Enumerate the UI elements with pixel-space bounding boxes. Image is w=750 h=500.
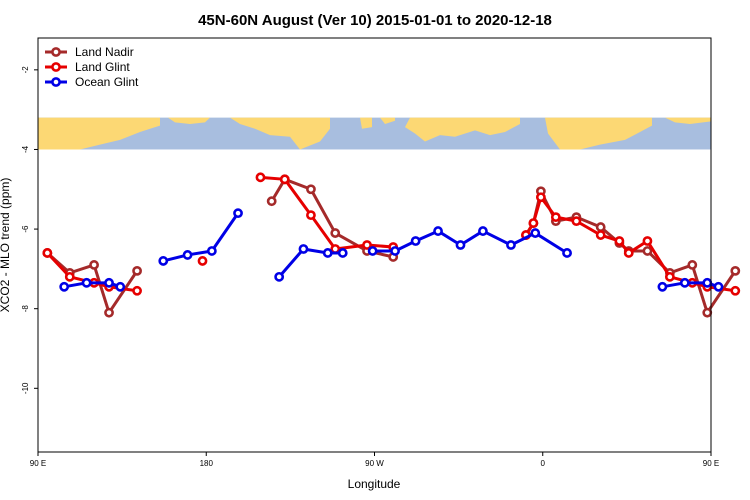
y-tick-label: -4 bbox=[21, 145, 30, 153]
data-point bbox=[623, 248, 634, 258]
data-point bbox=[255, 172, 266, 183]
data-point bbox=[279, 174, 290, 185]
data-point bbox=[158, 256, 169, 266]
series-line bbox=[662, 281, 719, 289]
data-point bbox=[433, 226, 443, 236]
y-axis: -2 -4 -6 -8 -10 bbox=[21, 66, 38, 394]
data-point bbox=[115, 281, 126, 292]
data-point bbox=[367, 246, 378, 256]
data-point bbox=[233, 208, 243, 219]
data-point bbox=[182, 250, 193, 260]
map-landmass bbox=[38, 117, 160, 150]
data-point bbox=[702, 277, 713, 288]
data-point bbox=[362, 240, 372, 250]
data-point bbox=[642, 236, 653, 246]
data-point bbox=[132, 285, 142, 296]
y-tick-label: -6 bbox=[21, 225, 30, 233]
map-landmass bbox=[360, 117, 372, 129]
y-axis-label: XCO2 - MLO trend (ppm) bbox=[0, 178, 12, 313]
y-tick-label: -2 bbox=[21, 66, 30, 74]
data-point bbox=[410, 236, 421, 246]
legend-swatch-marker bbox=[51, 47, 61, 57]
map-landmass bbox=[545, 117, 652, 150]
data-point bbox=[306, 184, 316, 195]
legend-label: Ocean Glint bbox=[75, 75, 139, 89]
series-layer bbox=[42, 172, 741, 318]
x-tick-label: 180 bbox=[200, 459, 214, 468]
legend-label: Land Glint bbox=[75, 60, 130, 74]
data-point bbox=[206, 246, 217, 256]
data-point bbox=[455, 240, 466, 250]
map-landmass bbox=[230, 117, 330, 150]
data-point bbox=[330, 228, 341, 238]
data-point bbox=[713, 281, 724, 292]
map-landmass bbox=[168, 117, 210, 124]
data-point bbox=[687, 260, 698, 270]
y-tick-label: -8 bbox=[21, 305, 30, 313]
data-point bbox=[657, 281, 668, 292]
x-tick-label: 0 bbox=[541, 459, 546, 468]
data-point bbox=[64, 271, 75, 282]
data-point bbox=[298, 244, 309, 254]
data-point bbox=[730, 265, 741, 276]
data-point bbox=[337, 248, 348, 258]
data-point bbox=[59, 281, 70, 292]
world-map-band bbox=[38, 117, 711, 150]
x-tick-label: 90 E bbox=[30, 459, 46, 468]
data-point bbox=[664, 271, 675, 282]
series-line bbox=[278, 247, 343, 278]
data-point bbox=[266, 196, 277, 207]
data-point bbox=[571, 216, 582, 227]
data-point bbox=[506, 240, 516, 250]
data-point bbox=[197, 256, 208, 266]
series-ocean-glint bbox=[59, 208, 724, 292]
data-point bbox=[530, 228, 541, 238]
data-point bbox=[89, 260, 99, 270]
x-tick-label: 90 W bbox=[365, 459, 384, 468]
map-land bbox=[38, 117, 711, 150]
x-axis-label: Longitude bbox=[348, 477, 401, 491]
data-point bbox=[104, 307, 114, 318]
data-point bbox=[595, 222, 606, 232]
data-point bbox=[550, 212, 561, 223]
x-tick-label: 90 E bbox=[703, 459, 719, 468]
data-point bbox=[562, 248, 572, 258]
series-line bbox=[63, 281, 121, 289]
data-point bbox=[132, 265, 142, 276]
data-point bbox=[730, 285, 741, 296]
data-point bbox=[390, 246, 400, 256]
map-landmass bbox=[665, 117, 711, 124]
data-point bbox=[642, 246, 653, 256]
legend-swatch-marker bbox=[51, 77, 61, 87]
data-point bbox=[679, 277, 690, 288]
map-landmass bbox=[405, 117, 520, 142]
data-point bbox=[702, 307, 713, 318]
data-point bbox=[614, 236, 625, 246]
data-point bbox=[306, 210, 316, 221]
legend-label: Land Nadir bbox=[75, 45, 134, 59]
data-point bbox=[322, 248, 333, 258]
data-point bbox=[478, 226, 488, 236]
data-point bbox=[104, 277, 114, 288]
data-point bbox=[595, 230, 606, 240]
series-line bbox=[162, 212, 240, 263]
x-axis: 90 E 180 90 W 0 90 E bbox=[30, 452, 719, 468]
data-point bbox=[528, 218, 539, 229]
data-point bbox=[274, 271, 285, 282]
chart-title: 45N-60N August (Ver 10) 2015-01-01 to 20… bbox=[198, 12, 552, 29]
map-landmass bbox=[380, 117, 395, 124]
data-point bbox=[42, 248, 53, 258]
data-point bbox=[535, 192, 546, 203]
data-point bbox=[81, 277, 92, 288]
legend-swatch-marker bbox=[51, 62, 61, 72]
y-tick-label: -10 bbox=[21, 382, 30, 394]
